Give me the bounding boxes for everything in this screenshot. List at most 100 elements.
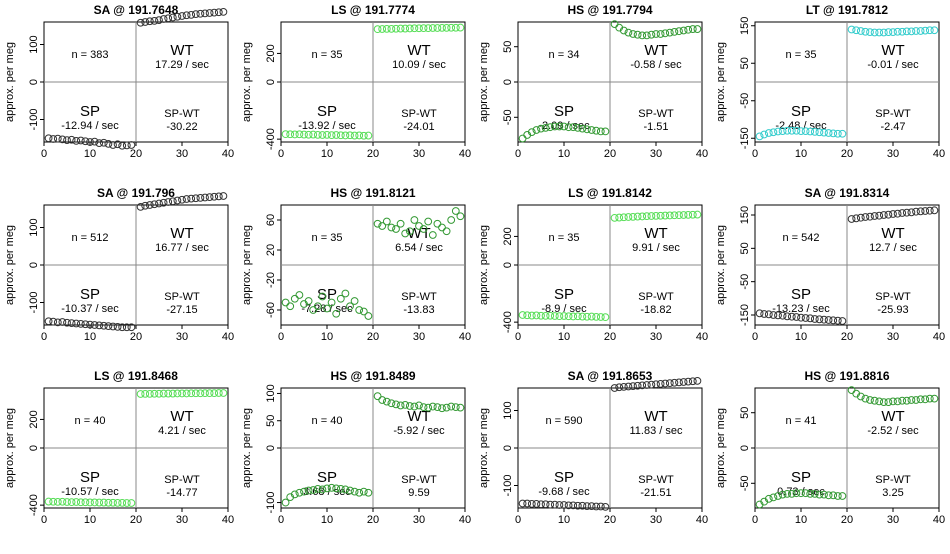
- sp-point: [833, 129, 842, 138]
- sp-point: [523, 311, 532, 320]
- chart-panel: SA @ 191.8314 -150 -50 50 150 0 10 20 30 40 approx…: [711, 183, 948, 366]
- sp-point: [583, 312, 591, 321]
- wt-point: [652, 211, 660, 220]
- sp-label: SP: [554, 286, 574, 303]
- x-tick-label: 0: [515, 148, 521, 160]
- wt-point: [693, 376, 702, 385]
- sp-point: [313, 130, 322, 139]
- x-tick-label: 40: [222, 514, 234, 526]
- y-tick-label: -150: [739, 127, 751, 149]
- chart-svg: HS @ 191.8121 -60 -20 20 60 0 10 20 30 40 approx. …: [241, 186, 471, 343]
- sp-point: [787, 126, 796, 135]
- wt-point: [410, 24, 419, 33]
- x-tick-label: 20: [604, 148, 616, 160]
- sp-point: [601, 127, 610, 136]
- sp-point: [44, 134, 53, 143]
- chart-title: LT @ 191.7812: [806, 3, 889, 17]
- wt-point: [136, 390, 145, 398]
- chart-title: LS @ 191.7774: [331, 3, 415, 17]
- sp-wt-value: -27.15: [166, 304, 197, 316]
- y-tick-label: 150: [739, 206, 751, 224]
- wt-point: [684, 210, 693, 219]
- wt-point: [624, 213, 633, 221]
- wt-point: [856, 27, 865, 35]
- sp-point: [355, 488, 364, 497]
- sp-point: [113, 140, 122, 149]
- wt-point: [907, 27, 916, 36]
- sp-rate-label: -12.94 / sec: [61, 120, 119, 132]
- wt-point: [392, 225, 400, 233]
- wt-point: [898, 209, 907, 217]
- sp-point: [820, 128, 828, 137]
- sp-point: [364, 312, 373, 320]
- wt-point: [373, 392, 382, 401]
- sp-point: [769, 311, 778, 319]
- wt-point: [141, 201, 150, 210]
- sp-point: [90, 498, 99, 507]
- sp-point: [90, 137, 99, 146]
- chart-title: LS @ 191.8142: [568, 186, 652, 200]
- x-tick-label: 0: [752, 148, 758, 160]
- sp-wt-value: 3.25: [882, 487, 903, 499]
- wt-point: [898, 27, 907, 36]
- sp-point: [341, 131, 350, 140]
- y-axis-label: approx. per meg: [478, 42, 490, 122]
- y-tick-label: 50: [265, 415, 277, 427]
- n-count-label: n = 35: [786, 49, 817, 61]
- n-count-label: n = 35: [549, 232, 580, 244]
- wt-rate-label: 9.91 / sec: [632, 242, 680, 254]
- sp-point: [286, 302, 295, 311]
- sp-point: [838, 492, 847, 500]
- y-tick-label: 200: [502, 227, 514, 245]
- chart-panel: LT @ 191.7812 -150 -50 50 150 0 10 20 30 40 approx…: [711, 0, 948, 183]
- wt-point: [182, 11, 191, 20]
- wt-point: [629, 212, 637, 221]
- sp-point: [764, 494, 773, 503]
- wt-point: [925, 206, 934, 215]
- sp-point: [797, 127, 805, 136]
- wt-point: [665, 28, 674, 37]
- sp-point: [327, 131, 336, 140]
- wt-point: [679, 211, 688, 219]
- sp-wt-label: SP-WT: [401, 291, 437, 303]
- chart-title: HS @ 191.7794: [567, 3, 652, 17]
- x-tick-label: 0: [41, 331, 47, 343]
- wt-rate-label: 12.7 / sec: [869, 242, 917, 254]
- sp-wt-value: -13.83: [403, 304, 434, 316]
- sp-point: [587, 502, 596, 511]
- sp-point: [824, 129, 833, 137]
- sp-point: [769, 493, 778, 502]
- y-axis-label: approx. per meg: [478, 225, 490, 305]
- wt-point: [861, 394, 870, 403]
- n-count-label: n = 40: [312, 415, 343, 427]
- sp-point: [787, 489, 796, 498]
- wt-point: [178, 389, 186, 398]
- wt-point: [866, 396, 874, 404]
- x-tick-label: 30: [413, 514, 425, 526]
- chart-title: HS @ 191.8489: [330, 369, 415, 383]
- wt-point: [615, 383, 624, 392]
- wt-point: [693, 210, 702, 219]
- x-tick-label: 10: [795, 148, 807, 160]
- sp-point: [532, 311, 541, 320]
- x-tick-label: 40: [459, 331, 471, 343]
- sp-point: [58, 318, 67, 326]
- sp-point: [587, 126, 596, 134]
- wt-point: [196, 9, 205, 18]
- sp-label: SP: [317, 469, 337, 486]
- x-tick-label: 0: [515, 331, 521, 343]
- chart-svg: HS @ 191.8816 -50 0 50 0 10 20 30 40 approx. per …: [715, 369, 945, 526]
- wt-point: [451, 23, 460, 32]
- wt-rate-label: -0.01 / sec: [867, 59, 919, 71]
- sp-point: [336, 294, 345, 303]
- wt-point: [155, 389, 163, 398]
- sp-point: [295, 291, 304, 299]
- sp-point: [601, 502, 610, 511]
- sp-point: [792, 313, 801, 321]
- wt-point: [164, 14, 173, 23]
- sp-label: SP: [80, 103, 100, 120]
- sp-point: [122, 141, 131, 150]
- wt-point: [610, 384, 619, 392]
- sp-point: [332, 484, 341, 493]
- wt-point: [164, 389, 173, 398]
